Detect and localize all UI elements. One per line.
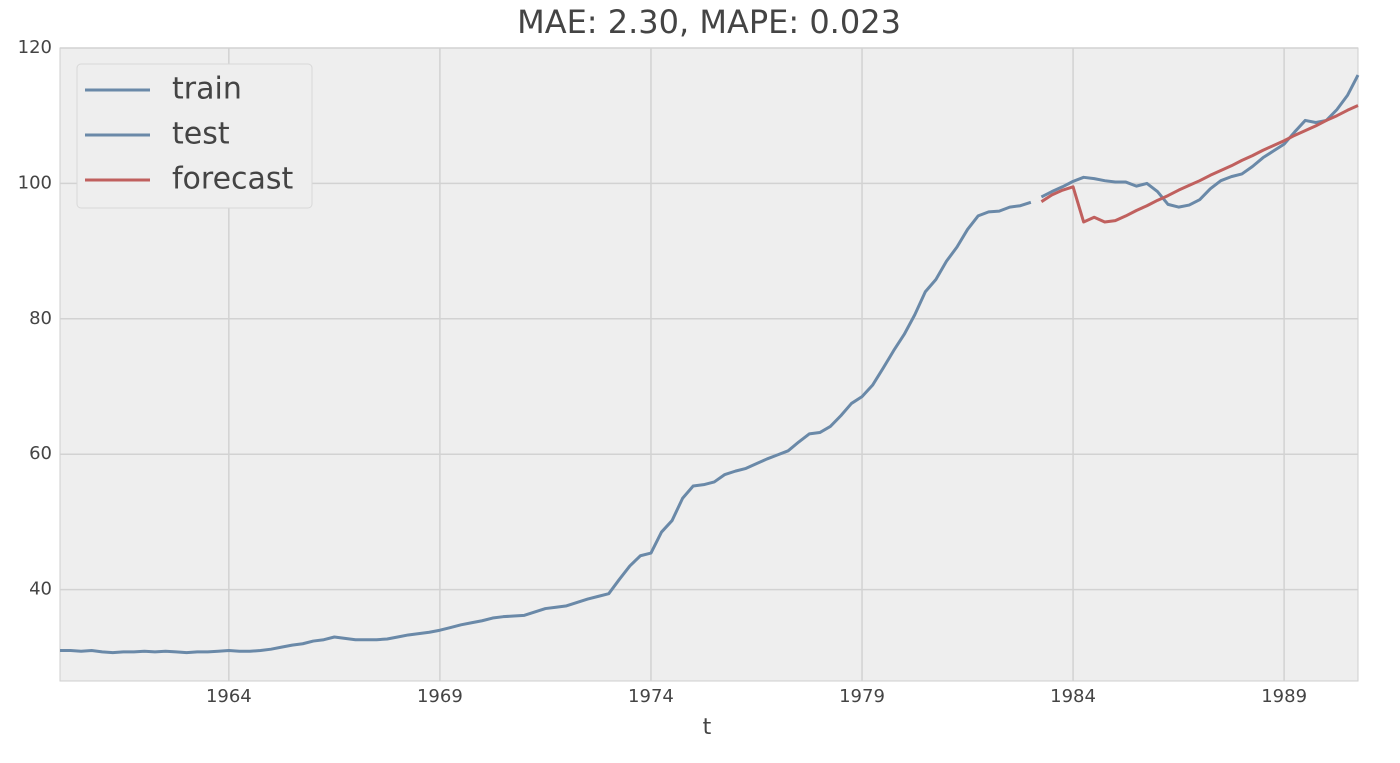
series-line bbox=[1040, 74, 1360, 209]
x-tick-label: 1969 bbox=[417, 686, 463, 707]
x-tick-label: 1979 bbox=[839, 686, 885, 707]
x-tick-label: 1964 bbox=[206, 686, 252, 707]
y-tick-label: 80 bbox=[29, 308, 52, 329]
y-tick-label: 100 bbox=[18, 172, 52, 193]
x-tick-label: 1974 bbox=[628, 686, 674, 707]
series-line bbox=[1040, 104, 1359, 224]
legend-label: test bbox=[172, 117, 230, 152]
y-tick-label: 40 bbox=[29, 579, 52, 600]
legend-box bbox=[76, 63, 313, 209]
y-tick-label: 120 bbox=[18, 37, 52, 58]
chart-title: MAE: 2.30, MAPE: 0.023 bbox=[517, 3, 901, 41]
lines bbox=[60, 74, 1360, 655]
legend: train test forecast bbox=[76, 63, 313, 209]
x-tick-label: 1989 bbox=[1261, 686, 1307, 707]
x-axis-label: t bbox=[703, 715, 712, 740]
legend-label: train bbox=[172, 72, 242, 107]
legend-label: forecast bbox=[172, 162, 294, 197]
series-line bbox=[60, 200, 1032, 655]
y-tick-label: 60 bbox=[29, 443, 52, 464]
x-tick-label: 1984 bbox=[1050, 686, 1096, 707]
